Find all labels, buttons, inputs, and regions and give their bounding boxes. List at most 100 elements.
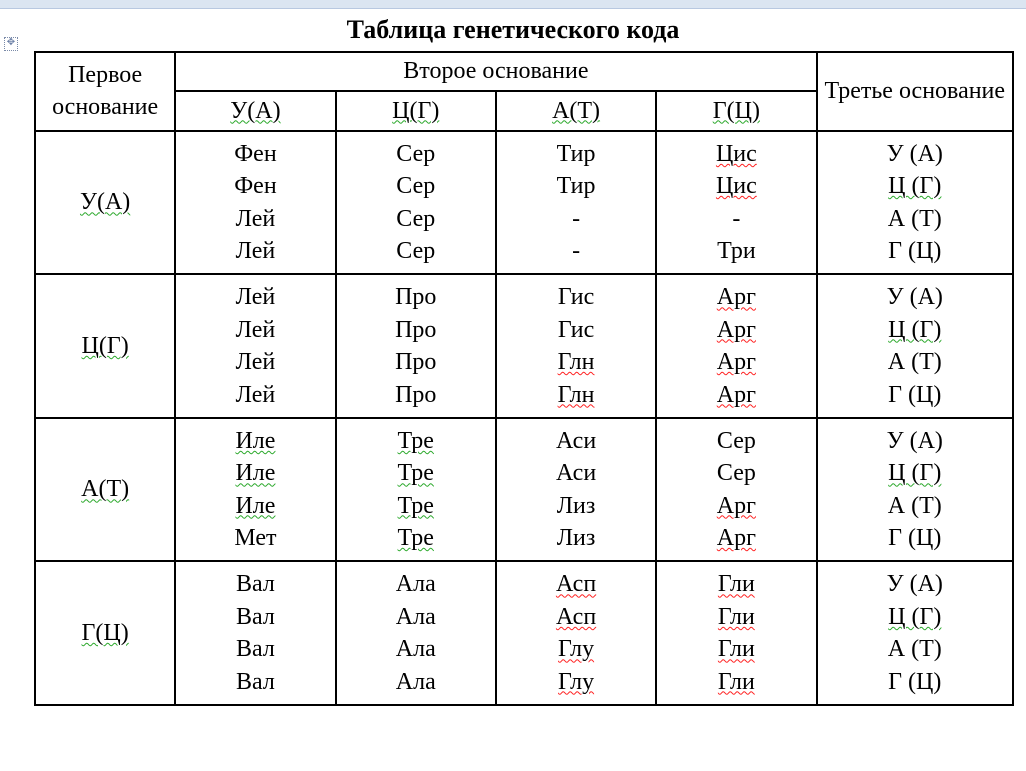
amino-label: Сер: [396, 138, 435, 170]
amino-label: Гли: [718, 601, 755, 633]
amino-label: Гис: [558, 314, 594, 346]
third-base-label: Ц (Г): [888, 457, 941, 489]
amino-label: Гис: [558, 281, 594, 313]
third-base-label: А (Т): [888, 490, 942, 522]
header-first-base: Первое основание: [35, 52, 175, 131]
amino-label: Про: [395, 314, 436, 346]
amino-cell: ЛейЛейЛейЛей: [175, 274, 335, 418]
third-base-label: У (А): [887, 138, 943, 170]
document-page: ✥ Таблица генетического кода Первое осно…: [0, 9, 1026, 716]
amino-label: Тир: [557, 138, 596, 170]
table-row: Ц(Г)ЛейЛейЛейЛейПроПроПроПроГисГисГлнГлн…: [35, 274, 1013, 418]
amino-label: -: [732, 203, 740, 235]
amino-cell: АспАспГлуГлу: [496, 561, 656, 705]
header-third-base-label: Третье основание: [824, 75, 1005, 107]
table-row: Г(Ц)ВалВалВалВалАлаАлаАлаАлаАспАспГлуГлу…: [35, 561, 1013, 705]
word-ruler-bar: [0, 0, 1026, 9]
amino-label: Гли: [718, 666, 755, 698]
amino-cell: ФенФенЛейЛей: [175, 131, 335, 275]
amino-label: Цис: [716, 138, 757, 170]
amino-label: Лиз: [557, 490, 596, 522]
amino-label: Вал: [236, 633, 275, 665]
amino-label: Сер: [717, 425, 756, 457]
amino-cell: ТреТреТреТре: [336, 418, 496, 562]
third-base-cell: У (А)Ц (Г)А (Т)Г (Ц): [817, 418, 1013, 562]
amino-label: Мет: [234, 522, 276, 554]
amino-label: Глу: [558, 666, 594, 698]
amino-label: Лей: [236, 203, 276, 235]
amino-label: Лей: [236, 314, 276, 346]
amino-cell: СерСерСерСер: [336, 131, 496, 275]
amino-label: Цис: [716, 170, 757, 202]
third-base-cell: У (А)Ц (Г)А (Т)Г (Ц): [817, 131, 1013, 275]
amino-label: Тре: [398, 457, 434, 489]
table-head: Первое основание Второе основание Третье…: [35, 52, 1013, 131]
amino-label: Вал: [236, 666, 275, 698]
amino-label: Иле: [235, 425, 275, 457]
page-title: Таблица генетического кода: [20, 15, 1006, 45]
amino-label: Глу: [558, 633, 594, 665]
first-base-cell: У(А): [35, 131, 175, 275]
amino-label: Три: [717, 235, 756, 267]
table-anchor-icon[interactable]: ✥: [4, 37, 18, 51]
amino-label: Про: [395, 281, 436, 313]
amino-cell: ИлеИлеИлеМет: [175, 418, 335, 562]
amino-label: Про: [395, 379, 436, 411]
header-second-base: Второе основание: [175, 52, 816, 91]
amino-label: Арг: [717, 314, 756, 346]
third-base-label: А (Т): [888, 633, 942, 665]
header-col-a: А(Т): [496, 91, 656, 130]
amino-label: Арг: [717, 379, 756, 411]
third-base-cell: У (А)Ц (Г)А (Т)Г (Ц): [817, 274, 1013, 418]
third-base-label: У (А): [887, 425, 943, 457]
amino-label: Асп: [556, 601, 596, 633]
header-col-c: Ц(Г): [336, 91, 496, 130]
amino-label: Тре: [398, 490, 434, 522]
amino-label: Вал: [236, 601, 275, 633]
header-first-base-label: Первое основание: [36, 59, 174, 124]
amino-label: Арг: [717, 281, 756, 313]
third-base-label: Г (Ц): [888, 379, 941, 411]
first-base-cell: Г(Ц): [35, 561, 175, 705]
amino-label: Гли: [718, 568, 755, 600]
amino-label: Сер: [396, 203, 435, 235]
amino-label: -: [572, 203, 580, 235]
amino-cell: ПроПроПроПро: [336, 274, 496, 418]
genetic-code-table: Первое основание Второе основание Третье…: [34, 51, 1014, 706]
amino-cell: АлаАлаАлаАла: [336, 561, 496, 705]
third-base-label: А (Т): [888, 203, 942, 235]
header-col-c-label: Ц(Г): [392, 98, 439, 124]
amino-label: Ала: [396, 568, 436, 600]
table-row: У(А)ФенФенЛейЛейСерСерСерСерТирТир--ЦисЦ…: [35, 131, 1013, 275]
amino-label: Глн: [558, 346, 595, 378]
header-col-a-label: А(Т): [552, 98, 600, 124]
amino-label: Сер: [717, 457, 756, 489]
amino-label: Вал: [236, 568, 275, 600]
table-body: У(А)ФенФенЛейЛейСерСерСерСерТирТир--ЦисЦ…: [35, 131, 1013, 705]
header-col-g: Г(Ц): [656, 91, 816, 130]
header-col-u-label: У(А): [230, 98, 280, 124]
amino-cell: ТирТир--: [496, 131, 656, 275]
first-base-label: Г(Ц): [82, 617, 129, 649]
third-base-label: Г (Ц): [888, 235, 941, 267]
amino-label: Арг: [717, 522, 756, 554]
amino-label: Аси: [556, 425, 596, 457]
amino-label: -: [572, 235, 580, 267]
amino-label: Лей: [236, 346, 276, 378]
amino-label: Гли: [718, 633, 755, 665]
amino-label: Асп: [556, 568, 596, 600]
third-base-cell: У (А)Ц (Г)А (Т)Г (Ц): [817, 561, 1013, 705]
third-base-label: Ц (Г): [888, 314, 941, 346]
header-col-g-label: Г(Ц): [713, 98, 760, 124]
amino-label: Лей: [236, 281, 276, 313]
table-row: А(Т)ИлеИлеИлеМетТреТреТреТреАсиАсиЛизЛиз…: [35, 418, 1013, 562]
amino-label: Фен: [234, 170, 276, 202]
third-base-label: Ц (Г): [888, 601, 941, 633]
header-col-u: У(А): [175, 91, 335, 130]
third-base-label: У (А): [887, 281, 943, 313]
amino-cell: ЦисЦис-Три: [656, 131, 816, 275]
amino-cell: АргАргАргАрг: [656, 274, 816, 418]
amino-label: Глн: [558, 379, 595, 411]
amino-label: Тре: [398, 522, 434, 554]
third-base-label: Г (Ц): [888, 666, 941, 698]
